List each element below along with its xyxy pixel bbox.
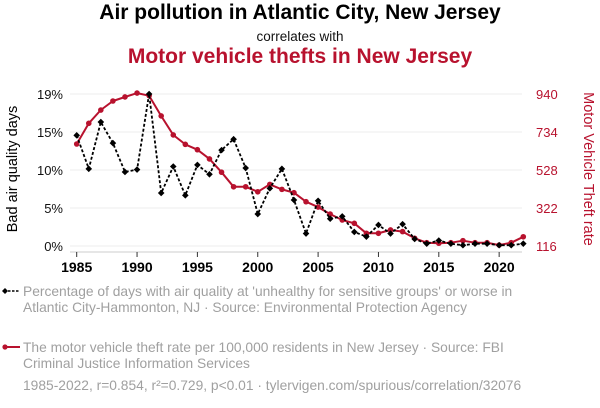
theft-rate-point <box>375 230 382 237</box>
x-tick-label: 2005 <box>303 259 334 275</box>
air-quality-point <box>435 237 443 244</box>
y-right-tick-label: 528 <box>536 163 558 178</box>
air-quality-point <box>278 165 286 173</box>
air-quality-point <box>326 215 334 223</box>
y-axis-right: 116 322 528 734 940 <box>536 87 558 254</box>
air-quality-point <box>109 139 117 147</box>
y-right-tick-label: 116 <box>536 239 557 254</box>
air-quality-point <box>495 241 503 249</box>
theft-rate-point <box>122 94 128 100</box>
theft-rate-point <box>110 98 116 104</box>
air-quality-point <box>254 210 262 218</box>
y-right-tick-label: 940 <box>536 87 558 102</box>
air-quality-point <box>157 189 165 197</box>
air-quality-point <box>447 240 455 247</box>
theft-rate-line <box>75 92 524 247</box>
x-tick-label: 2000 <box>242 259 273 275</box>
theft-rate-point <box>182 141 189 148</box>
air-quality-point <box>483 240 491 247</box>
air-quality-point <box>85 165 93 173</box>
air-quality-point <box>145 90 153 98</box>
x-tick-label: 2020 <box>484 259 515 275</box>
legend-text-theft-rate: The motor vehicle theft rate per 100,000… <box>23 340 504 371</box>
y-left-tick-label: 19% <box>37 87 63 102</box>
x-tick-label: 1990 <box>121 259 152 275</box>
air-quality-point <box>169 163 177 170</box>
theft-rate-point <box>279 186 285 193</box>
air-quality-point <box>387 230 394 237</box>
theft-rate-point <box>315 204 321 210</box>
series-motor-vehicle-theft <box>73 90 527 248</box>
air-quality-point <box>133 166 141 173</box>
correlation-footer: 1985-2022, r=0.854, r²=0.729, p<0.01 · t… <box>23 378 522 393</box>
air-quality-point <box>230 135 237 143</box>
dot-line-icon <box>2 344 20 350</box>
air-quality-point <box>519 240 527 247</box>
x-tick-label: 2010 <box>363 259 394 275</box>
theft-rate-point <box>85 120 92 127</box>
theft-rate-point <box>267 181 273 188</box>
air-quality-point <box>314 197 322 205</box>
theft-rate-point <box>158 113 164 119</box>
air-quality-point <box>290 196 298 204</box>
y-right-tick-label: 322 <box>536 201 558 216</box>
theft-rate-point <box>303 198 309 205</box>
theft-rate-point <box>351 220 358 227</box>
air-quality-point <box>423 240 431 247</box>
air-quality-point <box>121 168 129 176</box>
y-axis-left: 0% 5% 10% 15% 19% <box>37 87 63 254</box>
x-axis: 1985 1990 1995 2000 2005 2010 2015 2020 <box>61 251 522 275</box>
theft-rate-point <box>254 188 261 195</box>
theft-rate-point <box>242 183 249 190</box>
air-quality-point <box>338 213 346 220</box>
theft-rate-point <box>134 90 140 96</box>
y-axis-right-label: Motor Vehicle Theft rate <box>580 92 596 246</box>
legend-text-air-quality: Percentage of days with air quality at '… <box>23 284 513 315</box>
x-tick-label: 1985 <box>61 259 92 275</box>
air-quality-point <box>302 230 310 237</box>
air-quality-point <box>73 132 80 139</box>
x-tick-label: 1995 <box>182 259 213 275</box>
theft-rate-point <box>170 132 177 138</box>
air-quality-point <box>507 241 515 249</box>
x-tick-label: 2015 <box>423 259 454 275</box>
series-bad-air-quality <box>73 90 527 249</box>
theft-rate-point <box>73 141 80 147</box>
air-quality-point <box>194 161 201 169</box>
air-quality-point <box>206 170 213 178</box>
air-quality-point <box>266 185 274 192</box>
y-left-tick-label: 10% <box>37 163 63 178</box>
theft-rate-point <box>399 228 406 235</box>
chart-connector-text: correlates with <box>256 29 344 44</box>
chart-subtitle: Motor vehicle thefts in New Jersey <box>127 45 473 68</box>
y-right-tick-label: 734 <box>536 125 558 140</box>
air-quality-point <box>97 118 105 126</box>
air-quality-point <box>375 221 382 229</box>
air-quality-point <box>411 235 418 243</box>
air-quality-point <box>363 233 370 240</box>
theft-rate-point <box>460 237 466 244</box>
theft-rate-point <box>520 233 527 240</box>
air-quality-point <box>218 146 225 154</box>
theft-rate-point <box>230 183 237 190</box>
air-quality-point <box>459 241 467 249</box>
y-axis-left-label: Bad air quality days <box>5 106 21 233</box>
y-left-tick-label: 15% <box>37 125 63 140</box>
theft-rate-point <box>206 156 213 162</box>
theft-rate-point <box>387 227 394 233</box>
theft-rate-point <box>194 146 201 153</box>
dashed-diamond-line-icon <box>2 288 20 294</box>
theft-rate-point <box>218 169 225 176</box>
air-quality-point <box>242 164 249 172</box>
air-quality-point <box>351 228 358 236</box>
air-quality-point <box>182 192 189 199</box>
air-quality-point <box>399 220 406 228</box>
air-quality-point <box>471 240 479 247</box>
y-left-tick-label: 5% <box>44 201 63 216</box>
chart-title: Air pollution in Atlantic City, New Jers… <box>99 1 501 24</box>
theft-rate-point <box>98 107 104 113</box>
y-left-tick-label: 0% <box>44 239 63 254</box>
